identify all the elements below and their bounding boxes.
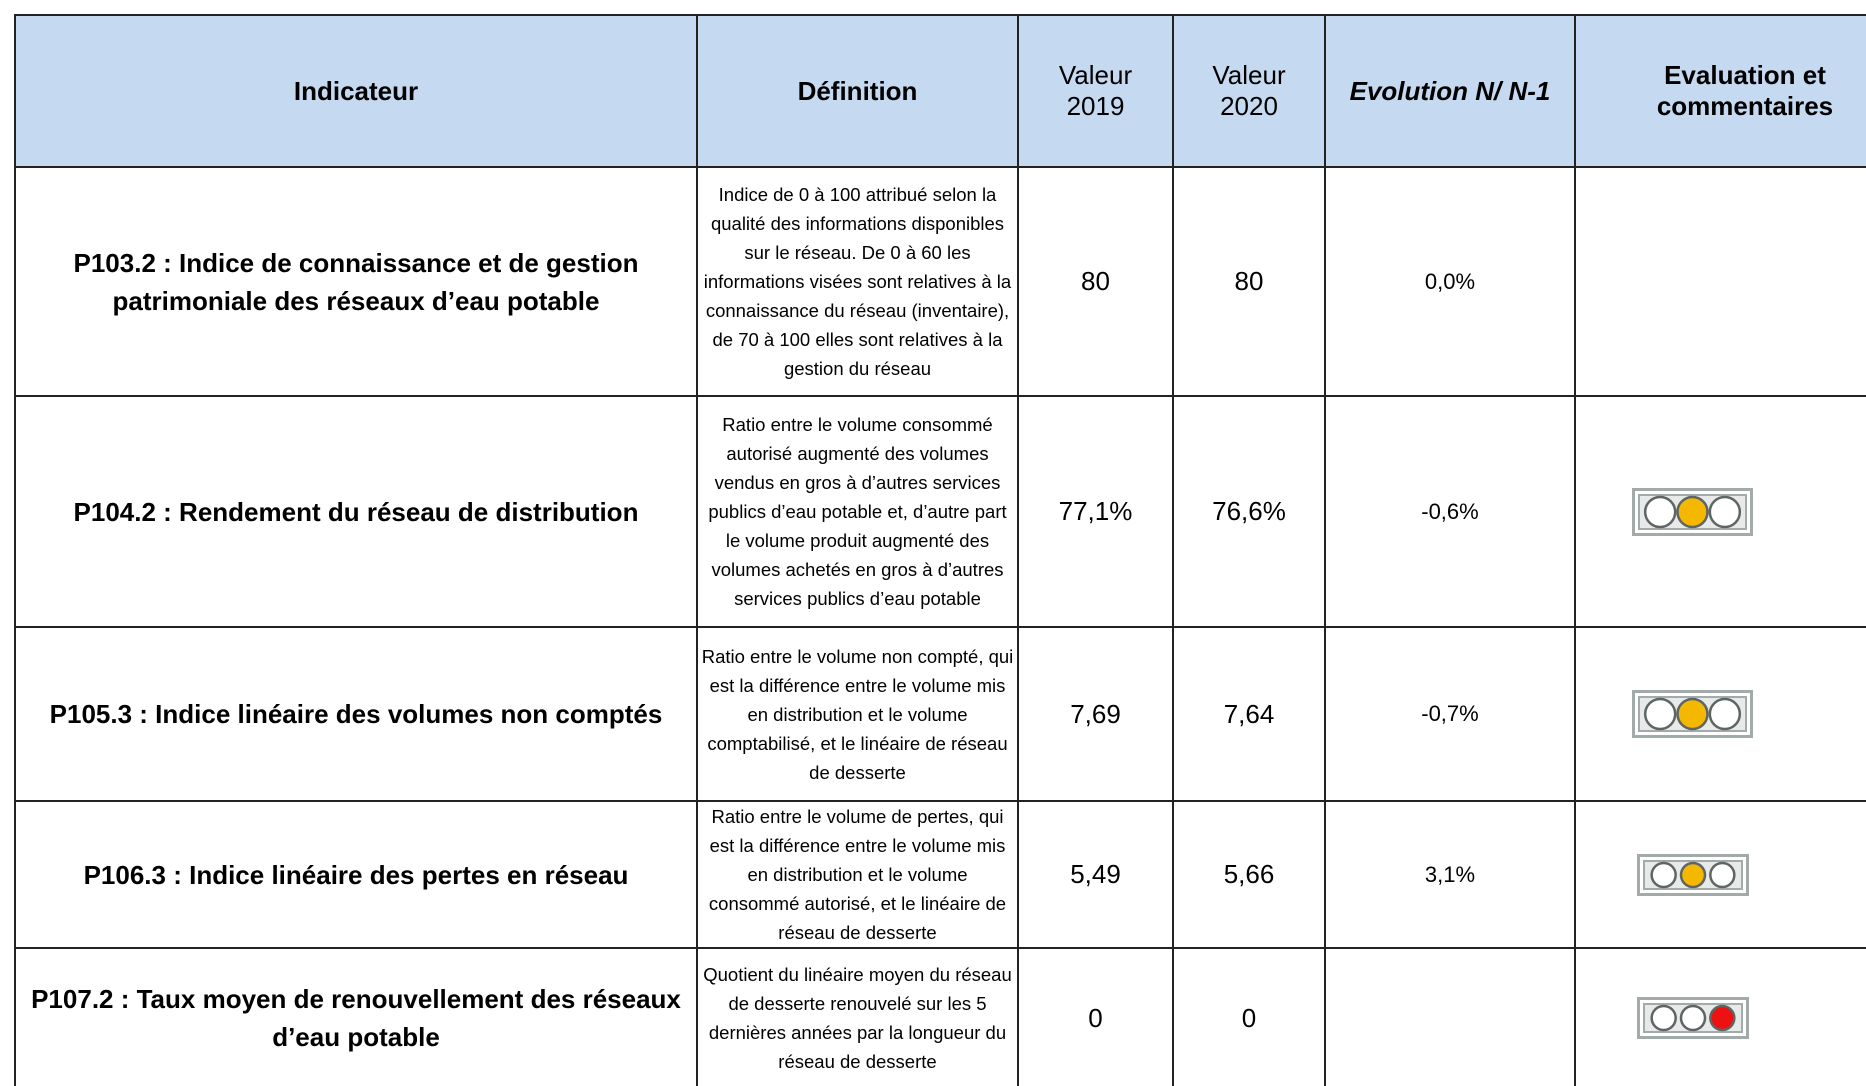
indicator-cell: P107.2 : Taux moyen de renouvellement de… bbox=[14, 947, 698, 1086]
definition-cell: Ratio entre le volume de pertes, qui est… bbox=[696, 800, 1019, 949]
evolution-cell: 0,0% bbox=[1324, 166, 1576, 397]
value-cell: 7,69 bbox=[1017, 626, 1174, 802]
header-cell: Evaluation et commentaires bbox=[1574, 14, 1866, 168]
table-row: P103.2 : Indice de connaissance et de ge… bbox=[14, 166, 1866, 397]
evolution-cell: -0,6% bbox=[1324, 395, 1576, 628]
header-cell: Evolution N/ N-1 bbox=[1324, 14, 1576, 168]
header-text: Evaluation et commentaires bbox=[1656, 60, 1834, 121]
value-cell: 5,49 bbox=[1017, 800, 1174, 949]
traffic-light bbox=[1632, 690, 1753, 738]
evaluation-cell bbox=[1574, 947, 1866, 1086]
header-cell: Définition bbox=[696, 14, 1019, 168]
evaluation-cell bbox=[1574, 626, 1866, 802]
definition-cell: Indice de 0 à 100 attribué selon la qual… bbox=[696, 166, 1019, 397]
header-text: Indicateur bbox=[293, 75, 419, 106]
header-text: Evolution N/ N-1 bbox=[1349, 75, 1551, 106]
header-cell: Valeur 2019 bbox=[1017, 14, 1174, 168]
traffic-light bbox=[1632, 487, 1753, 536]
table-row: P107.2 : Taux moyen de renouvellement de… bbox=[14, 947, 1866, 1086]
value-cell: 7,64 bbox=[1172, 626, 1326, 802]
definition-cell: Quotient du linéaire moyen du réseau de … bbox=[696, 947, 1019, 1086]
table-body: P103.2 : Indice de connaissance et de ge… bbox=[14, 166, 1866, 1086]
indicator-cell: P106.3 : Indice linéaire des pertes en r… bbox=[14, 800, 698, 949]
traffic-light bbox=[1637, 997, 1749, 1039]
evolution-cell bbox=[1324, 947, 1576, 1086]
table-row: P105.3 : Indice linéaire des volumes non… bbox=[14, 626, 1866, 802]
header-text: Définition bbox=[797, 75, 918, 106]
table-row: P106.3 : Indice linéaire des pertes en r… bbox=[14, 800, 1866, 949]
header-row: Indicateur Définition Valeur 2019 Valeur 20… bbox=[14, 14, 1866, 168]
header-cell: Indicateur bbox=[14, 14, 698, 168]
evaluation-cell bbox=[1574, 395, 1866, 628]
evolution-cell: 3,1% bbox=[1324, 800, 1576, 949]
traffic-light bbox=[1637, 853, 1749, 896]
header-text: Valeur 2019 bbox=[1058, 60, 1133, 121]
evaluation-cell bbox=[1574, 800, 1866, 949]
value-cell: 80 bbox=[1172, 166, 1326, 397]
indicator-table: Indicateur Définition Valeur 2019 Valeur 20… bbox=[14, 14, 1866, 1086]
evolution-cell: -0,7% bbox=[1324, 626, 1576, 802]
table-row: P104.2 : Rendement du réseau de distribu… bbox=[14, 395, 1866, 628]
value-cell: 0 bbox=[1172, 947, 1326, 1086]
indicator-cell: P104.2 : Rendement du réseau de distribu… bbox=[14, 395, 698, 628]
definition-cell: Ratio entre le volume consommé autorisé … bbox=[696, 395, 1019, 628]
header-cell: Valeur 2020 bbox=[1172, 14, 1326, 168]
evaluation-cell bbox=[1574, 166, 1866, 397]
definition-cell: Ratio entre le volume non compté, qui es… bbox=[696, 626, 1019, 802]
value-cell: 77,1% bbox=[1017, 395, 1174, 628]
indicator-cell: P103.2 : Indice de connaissance et de ge… bbox=[14, 166, 698, 397]
indicator-cell: P105.3 : Indice linéaire des volumes non… bbox=[14, 626, 698, 802]
value-cell: 0 bbox=[1017, 947, 1174, 1086]
value-cell: 76,6% bbox=[1172, 395, 1326, 628]
value-cell: 80 bbox=[1017, 166, 1174, 397]
value-cell: 5,66 bbox=[1172, 800, 1326, 949]
header-text: Valeur 2020 bbox=[1212, 60, 1286, 121]
